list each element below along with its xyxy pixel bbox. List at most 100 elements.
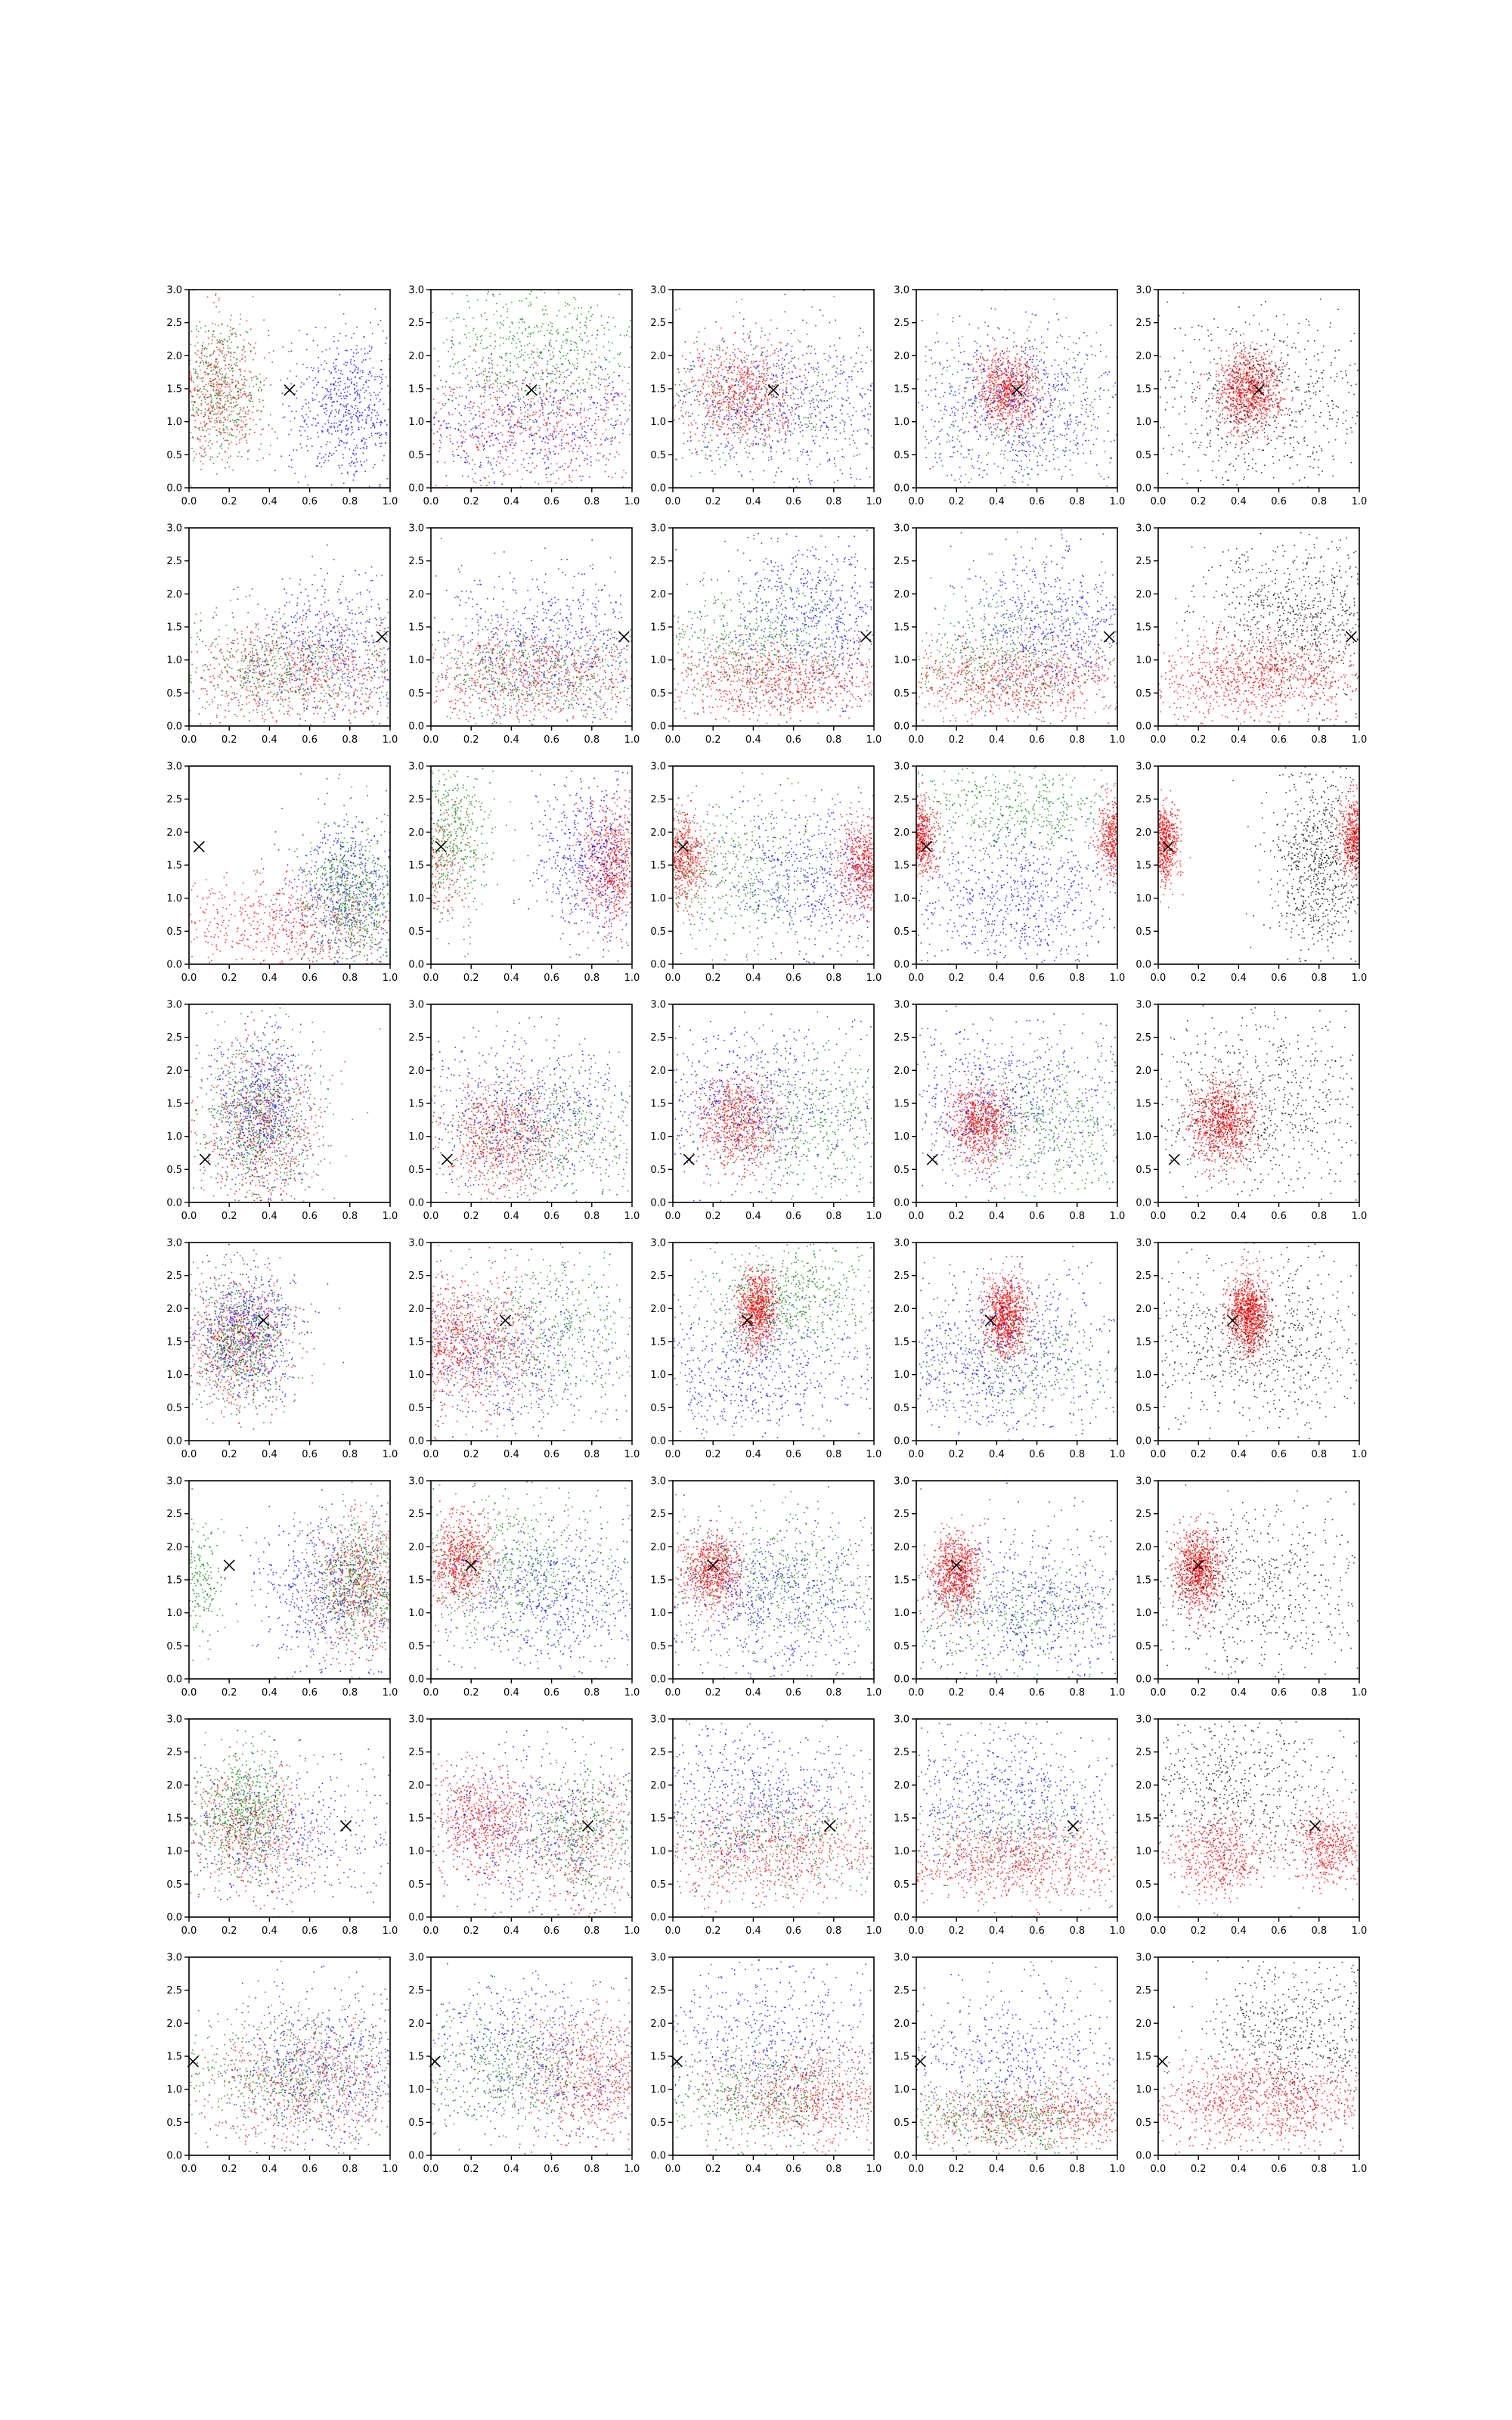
point — [232, 420, 234, 421]
point — [211, 371, 212, 372]
point — [308, 439, 309, 440]
point — [513, 335, 514, 337]
point — [711, 380, 712, 382]
point — [314, 418, 316, 420]
point — [728, 427, 730, 429]
point — [741, 386, 742, 387]
point — [734, 432, 736, 433]
point — [577, 451, 578, 453]
point — [479, 443, 481, 445]
point — [509, 327, 510, 328]
point — [766, 392, 767, 393]
point — [277, 438, 278, 439]
point — [491, 363, 492, 365]
point — [351, 381, 352, 383]
point — [531, 471, 532, 473]
point — [758, 376, 760, 377]
point — [712, 392, 714, 393]
point — [818, 372, 820, 374]
point — [839, 337, 841, 339]
point — [222, 374, 223, 375]
point — [869, 476, 871, 478]
point — [781, 471, 782, 473]
point — [215, 427, 216, 428]
point — [479, 466, 481, 467]
point — [789, 430, 791, 432]
point — [495, 346, 497, 347]
point — [816, 384, 818, 386]
point — [755, 389, 757, 391]
point — [712, 383, 714, 384]
point — [485, 478, 486, 479]
point — [574, 368, 575, 369]
point — [514, 402, 516, 403]
point — [761, 355, 762, 356]
point — [770, 390, 772, 392]
point — [730, 366, 731, 368]
point — [1018, 411, 1020, 412]
point — [840, 374, 841, 375]
point — [587, 336, 588, 337]
point — [704, 365, 705, 366]
point — [745, 361, 746, 363]
point — [569, 476, 571, 478]
point — [341, 431, 342, 433]
point — [606, 380, 607, 381]
point — [771, 374, 773, 375]
point — [202, 380, 203, 382]
point — [600, 384, 601, 386]
point — [479, 374, 480, 375]
point — [567, 413, 569, 414]
point — [326, 444, 327, 445]
point — [807, 455, 809, 456]
point — [741, 403, 742, 405]
point — [580, 322, 581, 324]
point — [702, 359, 703, 361]
point — [784, 422, 785, 424]
point — [803, 399, 804, 401]
point — [517, 420, 519, 421]
point — [587, 425, 589, 427]
point — [379, 486, 380, 487]
point — [206, 363, 208, 365]
point — [745, 405, 746, 407]
point — [562, 465, 563, 467]
point — [446, 475, 448, 476]
point — [499, 327, 500, 329]
point — [604, 357, 606, 358]
point — [725, 366, 727, 368]
point — [597, 402, 599, 404]
point — [518, 396, 519, 398]
point — [739, 402, 741, 404]
point — [1017, 424, 1018, 425]
point — [537, 365, 538, 367]
point — [737, 358, 739, 359]
point — [338, 413, 339, 414]
point — [618, 393, 620, 395]
point — [486, 376, 488, 377]
point — [623, 470, 624, 471]
point — [708, 394, 710, 396]
point — [765, 412, 767, 414]
point — [855, 363, 857, 365]
point — [223, 432, 225, 433]
point — [539, 392, 541, 394]
point — [528, 305, 529, 306]
point — [993, 397, 995, 399]
point — [720, 395, 721, 396]
point — [612, 477, 613, 479]
point — [809, 392, 810, 394]
point — [199, 430, 200, 431]
point — [606, 464, 607, 466]
point — [240, 438, 242, 439]
point — [520, 356, 522, 358]
point — [529, 415, 531, 417]
point — [533, 345, 534, 346]
point — [812, 306, 813, 308]
point — [526, 453, 528, 455]
point — [538, 356, 539, 358]
point — [330, 389, 332, 390]
point — [690, 365, 692, 367]
point — [742, 374, 744, 376]
